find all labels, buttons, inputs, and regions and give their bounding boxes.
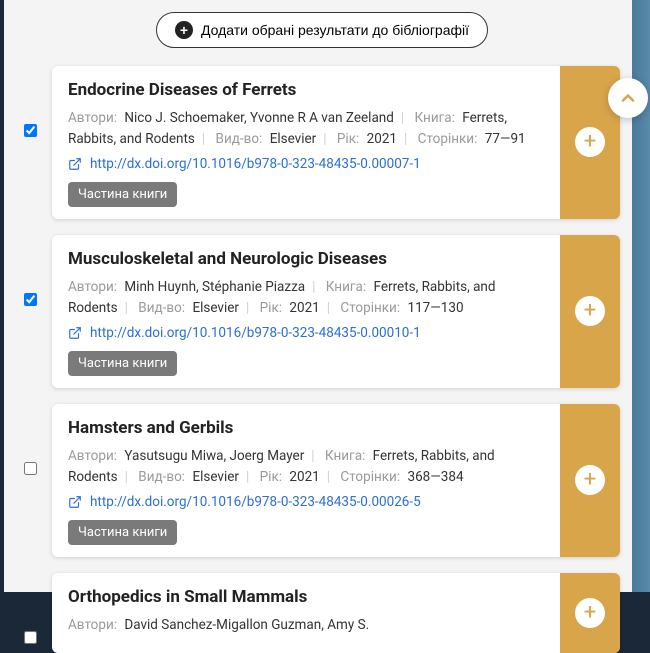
chevron-up-icon: [618, 88, 638, 108]
select-result-checkbox[interactable]: [24, 124, 37, 137]
type-badge: Частина книги: [68, 520, 177, 545]
plus-icon: +: [175, 21, 193, 39]
external-link-icon: [68, 157, 82, 171]
doi-line: http://dx.doi.org/10.1016/b978-0-323-484…: [68, 494, 544, 510]
add-selected-label: Додати обрані результати до бібліографії: [201, 22, 469, 38]
result-meta: Автори: Yasutsugu Miwa, Joerg Mayer| Кни…: [68, 446, 544, 488]
external-link-icon: [68, 495, 82, 509]
pages-label: Сторінки:: [418, 131, 478, 147]
publisher-value: Elsevier: [192, 469, 239, 485]
result-meta: Автори: Nico J. Schoemaker, Yvonne R A v…: [68, 108, 544, 150]
book-label: Книга:: [415, 110, 455, 126]
pages-value: 117—130: [407, 300, 463, 316]
result-row: Orthopedics in Small Mammals Автори: Dav…: [24, 573, 620, 653]
plus-icon: +: [575, 465, 605, 495]
scroll-top-button[interactable]: [608, 78, 648, 118]
pages-value: 77—91: [485, 131, 526, 147]
year-value: 2021: [289, 469, 319, 485]
doi-link[interactable]: http://dx.doi.org/10.1016/b978-0-323-484…: [90, 325, 421, 341]
doi-link[interactable]: http://dx.doi.org/10.1016/b978-0-323-484…: [90, 156, 421, 172]
publisher-label: Вид-во:: [138, 469, 185, 485]
doi-link[interactable]: http://dx.doi.org/10.1016/b978-0-323-484…: [90, 494, 421, 510]
result-meta: Автори: Minh Huynh, Stéphanie Piazza| Кн…: [68, 277, 544, 319]
select-result-checkbox[interactable]: [24, 631, 37, 644]
authors-value: David Sanchez-Migallon Guzman, Amy S.: [124, 617, 369, 633]
result-title: Musculoskeletal and Neurologic Diseases: [68, 249, 544, 269]
select-result-checkbox[interactable]: [24, 293, 37, 306]
type-badge: Частина книги: [68, 182, 177, 207]
authors-value: Yasutsugu Miwa, Joerg Mayer: [124, 448, 304, 464]
authors-value: Nico J. Schoemaker, Yvonne R A van Zeela…: [124, 110, 394, 126]
result-title: Orthopedics in Small Mammals: [68, 587, 544, 607]
publisher-label: Вид-во:: [216, 131, 263, 147]
authors-label: Автори:: [68, 448, 117, 464]
year-value: 2021: [367, 131, 397, 147]
year-label: Рік:: [337, 131, 359, 147]
select-result-checkbox[interactable]: [24, 462, 37, 475]
authors-label: Автори:: [68, 110, 117, 126]
result-row: Endocrine Diseases of Ferrets Автори: Ni…: [24, 66, 620, 219]
result-card: Musculoskeletal and Neurologic Diseases …: [52, 235, 620, 388]
publisher-value: Elsevier: [192, 300, 239, 316]
authors-value: Minh Huynh, Stéphanie Piazza: [124, 279, 305, 295]
pages-label: Сторінки:: [340, 469, 400, 485]
authors-label: Автори:: [68, 279, 117, 295]
add-result-button[interactable]: +: [560, 235, 620, 388]
year-label: Рік:: [260, 469, 282, 485]
add-selected-button[interactable]: + Додати обрані результати до бібліограф…: [156, 12, 488, 48]
result-card: Hamsters and Gerbils Автори: Yasutsugu M…: [52, 404, 620, 557]
authors-label: Автори:: [68, 617, 117, 633]
result-title: Hamsters and Gerbils: [68, 418, 544, 438]
result-card: Endocrine Diseases of Ferrets Автори: Ni…: [52, 66, 620, 219]
external-link-icon: [68, 326, 82, 340]
type-badge: Частина книги: [68, 351, 177, 376]
result-card: Orthopedics in Small Mammals Автори: Dav…: [52, 573, 620, 653]
book-label: Книга:: [326, 279, 366, 295]
pages-value: 368—384: [407, 469, 463, 485]
year-label: Рік:: [260, 300, 282, 316]
doi-line: http://dx.doi.org/10.1016/b978-0-323-484…: [68, 156, 544, 172]
publisher-label: Вид-во:: [138, 300, 185, 316]
year-value: 2021: [289, 300, 319, 316]
plus-icon: +: [575, 127, 605, 157]
result-row: Hamsters and Gerbils Автори: Yasutsugu M…: [24, 404, 620, 557]
add-result-button[interactable]: +: [560, 404, 620, 557]
result-row: Musculoskeletal and Neurologic Diseases …: [24, 235, 620, 388]
pages-label: Сторінки:: [340, 300, 400, 316]
result-title: Endocrine Diseases of Ferrets: [68, 80, 544, 100]
doi-line: http://dx.doi.org/10.1016/b978-0-323-484…: [68, 325, 544, 341]
plus-icon: +: [575, 598, 605, 628]
plus-icon: +: [575, 296, 605, 326]
publisher-value: Elsevier: [270, 131, 317, 147]
book-label: Книга:: [325, 448, 365, 464]
add-result-button[interactable]: +: [560, 573, 620, 653]
result-meta: Автори: David Sanchez-Migallon Guzman, A…: [68, 615, 544, 636]
